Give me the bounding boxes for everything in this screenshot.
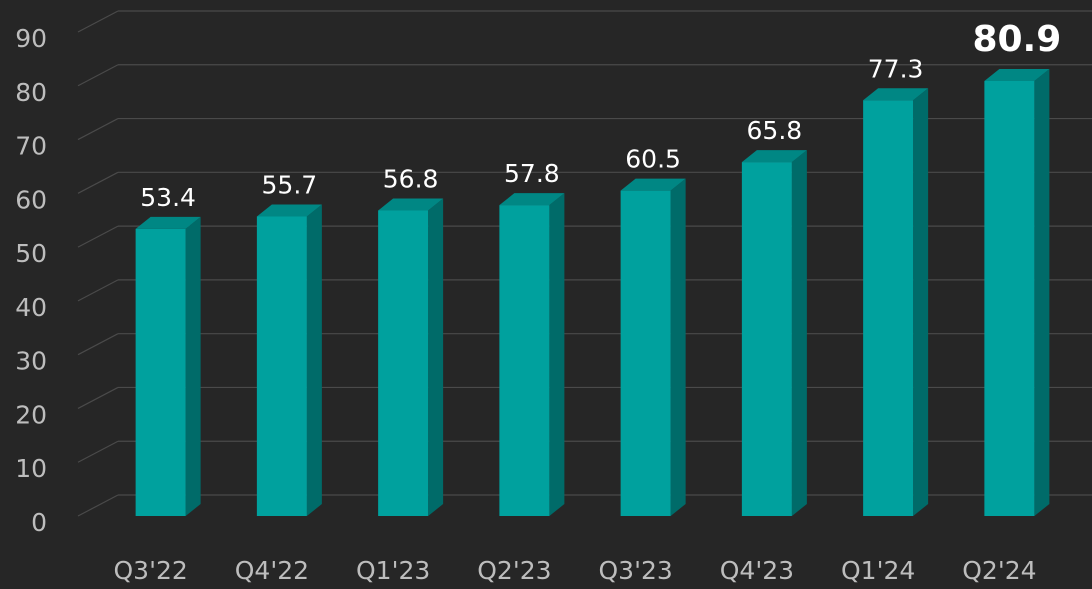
bar-top — [741, 150, 807, 163]
bar-front — [256, 216, 307, 517]
grid-line — [77, 118, 119, 141]
bar-side — [549, 193, 565, 517]
bar-side — [1034, 68, 1050, 516]
x-tick-label: Q1'23 — [356, 556, 430, 585]
bar-front — [620, 190, 671, 516]
bar — [135, 216, 201, 516]
bar — [620, 178, 686, 516]
bar — [378, 198, 444, 516]
x-tick-label: Q2'24 — [962, 556, 1036, 585]
value-label: 53.4 — [140, 183, 196, 212]
value-label: 60.5 — [625, 145, 681, 174]
y-tick-label: 90 — [15, 24, 47, 53]
bar-front — [135, 228, 186, 516]
grid-line — [77, 64, 119, 87]
y-tick-label: 40 — [15, 293, 47, 322]
bar — [741, 150, 807, 517]
x-tick-label: Q3'23 — [598, 556, 672, 585]
bar-front — [984, 80, 1035, 516]
value-label: 77.3 — [868, 54, 924, 83]
grid-line — [77, 10, 119, 33]
bar-side — [306, 204, 322, 517]
bar-side — [670, 178, 686, 516]
bar-top — [620, 178, 686, 191]
bar-side — [791, 150, 807, 517]
value-label: 56.8 — [383, 165, 439, 194]
x-tick-label: Q3'22 — [113, 556, 187, 585]
x-tick-label: Q1'24 — [841, 556, 915, 585]
bar-front — [378, 210, 429, 516]
x-tick-label: Q2'23 — [477, 556, 551, 585]
bar-top — [135, 216, 201, 229]
bar-top — [863, 88, 929, 101]
x-tick-label: Q4'22 — [235, 556, 309, 585]
bar — [863, 88, 929, 516]
y-tick-label: 20 — [15, 400, 47, 429]
x-tick-label: Q4'23 — [720, 556, 794, 585]
value-label: 80.9 — [972, 19, 1061, 60]
value-label: 55.7 — [262, 170, 318, 199]
value-label: 57.8 — [504, 159, 560, 188]
grid-line — [77, 333, 119, 356]
bar-top — [499, 193, 565, 206]
y-tick-label: 30 — [15, 347, 47, 376]
bar-side — [428, 198, 444, 516]
bar-front — [741, 162, 792, 517]
bar — [984, 68, 1050, 516]
y-tick-label: 50 — [15, 239, 47, 268]
bar-top — [378, 198, 444, 211]
bar-top — [256, 204, 322, 217]
bar-side — [913, 88, 929, 516]
bar — [499, 193, 565, 517]
grid-line — [77, 225, 119, 248]
bar-top — [984, 68, 1050, 81]
grid-line — [77, 494, 119, 517]
y-tick-label: 70 — [15, 132, 47, 161]
grid-line — [77, 386, 119, 409]
y-tick-label: 80 — [15, 78, 47, 107]
y-tick-label: 10 — [15, 454, 47, 483]
bar — [256, 204, 322, 517]
value-label: 65.8 — [747, 116, 803, 145]
bar-front — [499, 205, 550, 517]
y-tick-label: 0 — [31, 508, 47, 537]
grid-line — [77, 171, 119, 194]
bar-front — [863, 100, 914, 516]
grid-line — [77, 279, 119, 302]
y-tick-label: 60 — [15, 185, 47, 214]
bar-side — [185, 216, 201, 516]
grid-line — [77, 440, 119, 463]
